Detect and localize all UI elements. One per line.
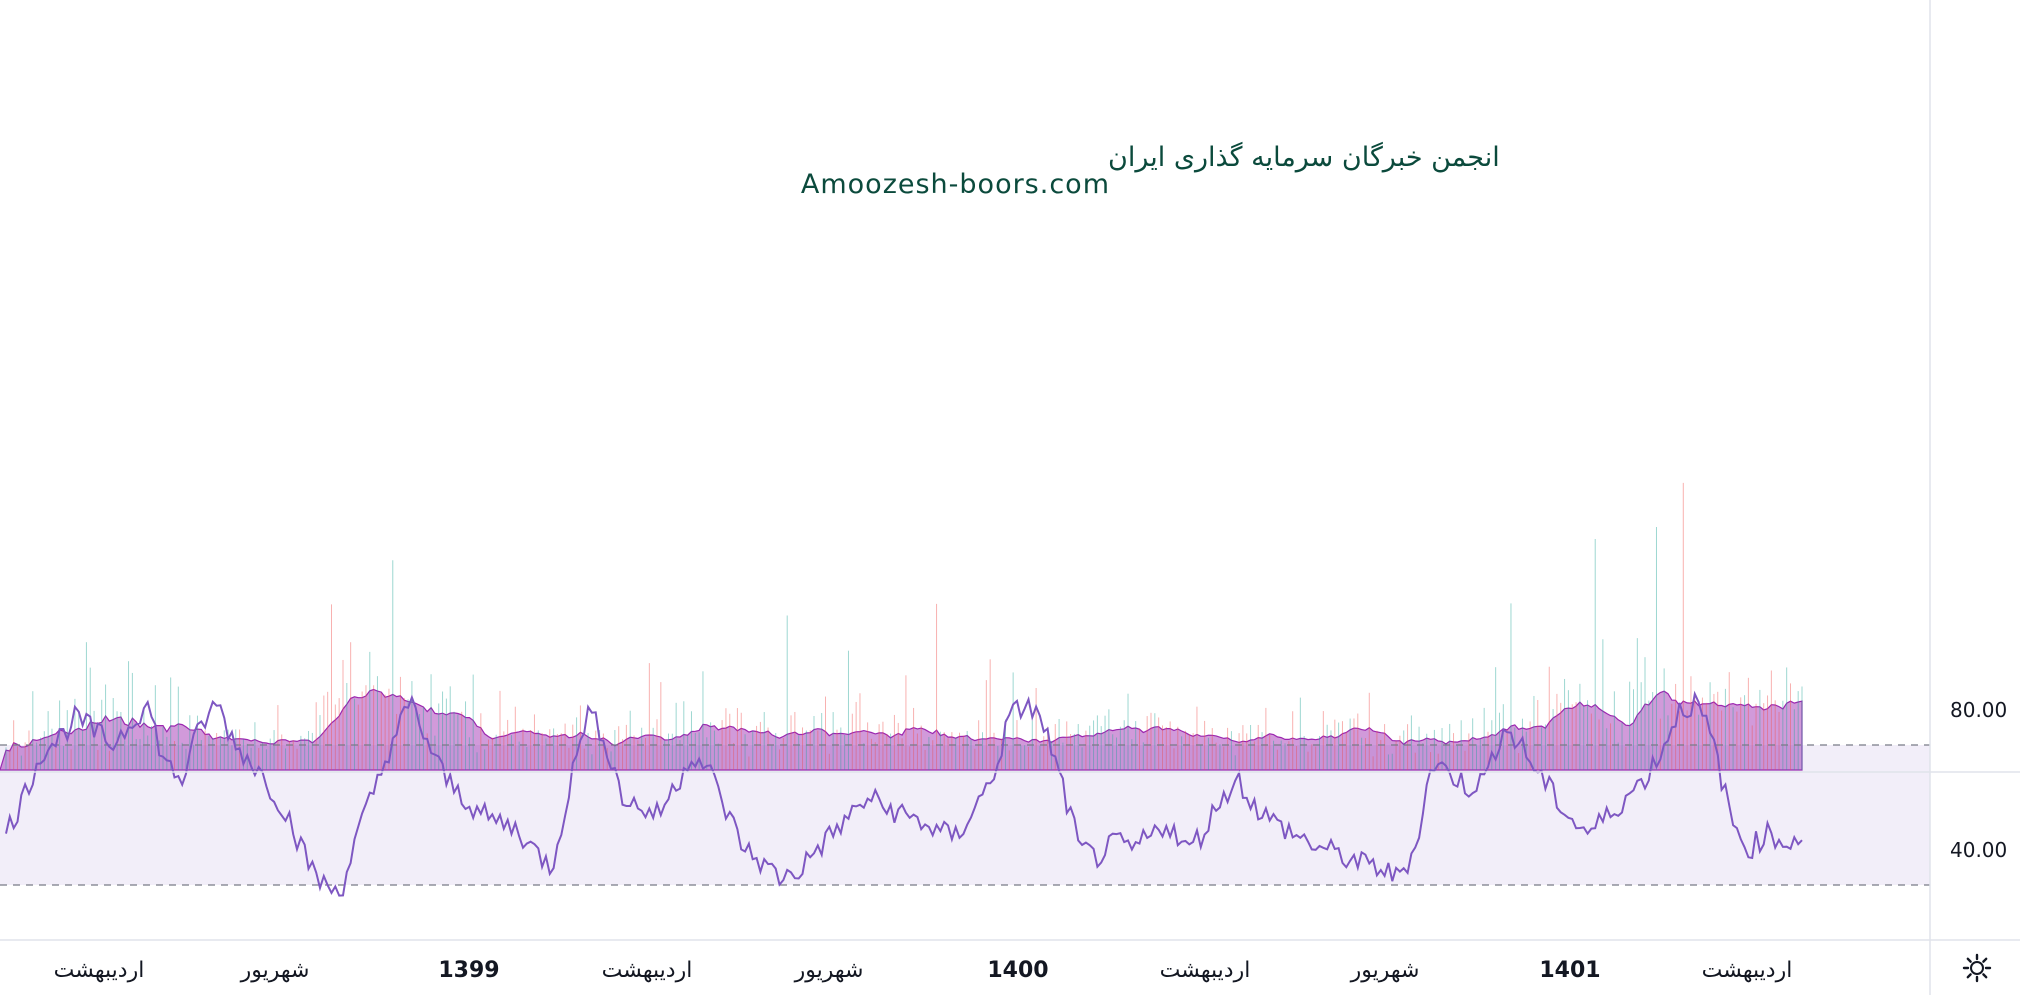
time-axis-label: 1400	[987, 958, 1048, 983]
time-axis-label: اردیبهشت	[1160, 958, 1251, 983]
time-axis-label: شهریور	[794, 958, 864, 983]
volume-ma-area	[0, 688, 1803, 771]
time-axis-label: اردیبهشت	[1702, 958, 1793, 983]
watermark-line1: انجمن خبرگان سرمایه گذاری ایران	[1108, 141, 1500, 173]
time-axis-label: اردیبهشت	[54, 958, 145, 983]
time-axis-label: شهریور	[240, 958, 310, 983]
time-axis-label: اردیبهشت	[602, 958, 693, 983]
time-axis-label: 1401	[1539, 958, 1600, 983]
watermark-line2: Amoozesh-boors.com	[801, 169, 1110, 200]
rsi-tick-label: 40.00	[1950, 838, 2007, 862]
time-axis-label: شهریور	[1350, 958, 1420, 983]
rsi-band	[0, 745, 1930, 885]
rsi-tick-label: 80.00	[1950, 698, 2007, 722]
gear-icon[interactable]	[1962, 953, 1992, 983]
rsi-line	[5, 690, 1803, 897]
time-axis-label: 1399	[438, 958, 499, 983]
